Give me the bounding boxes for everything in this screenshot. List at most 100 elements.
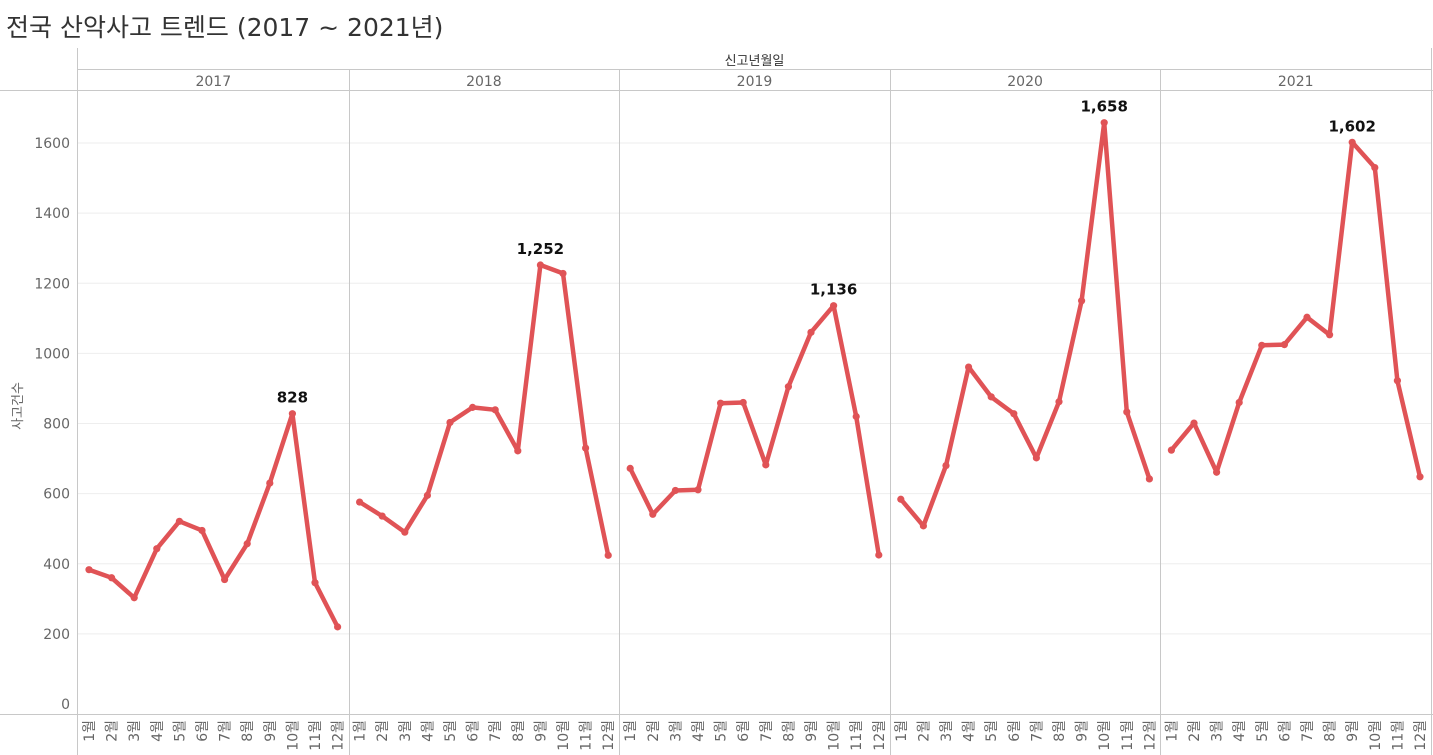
x-tick-label: 5월 <box>714 720 730 742</box>
data-point <box>243 540 251 548</box>
x-tick-label: 11월 <box>308 720 324 751</box>
data-point <box>582 444 590 452</box>
x-tick-label: 7월 <box>1029 720 1045 742</box>
x-tick-label: 10월 <box>285 720 301 751</box>
data-point <box>198 526 206 535</box>
data-point <box>919 522 928 530</box>
x-tick-label: 12월 <box>1413 720 1429 751</box>
x-tick-label: 6월 <box>736 720 752 742</box>
data-point <box>469 403 477 411</box>
data-point <box>694 486 702 494</box>
panel-year-label: 2017 <box>195 74 231 90</box>
x-tick-label: 7월 <box>218 720 234 742</box>
data-point <box>423 491 431 499</box>
data-point <box>1280 341 1288 349</box>
data-point <box>739 398 747 407</box>
series-line-2018 <box>357 262 611 558</box>
x-tick-label: 11월 <box>1120 720 1136 751</box>
data-point <box>965 363 973 371</box>
data-point <box>626 464 634 472</box>
data-point <box>1167 446 1175 454</box>
data-point <box>1032 454 1040 462</box>
data-point <box>1145 475 1153 483</box>
x-tick-label: 7월 <box>759 720 775 742</box>
data-point <box>401 528 409 536</box>
y-tick-label: 400 <box>43 557 70 573</box>
data-point <box>1190 419 1198 427</box>
x-tick-label: 9월 <box>263 720 279 742</box>
data-point <box>671 486 680 495</box>
data-point <box>491 406 499 414</box>
x-tick-label: 9월 <box>1345 720 1361 742</box>
x-tick-label: 12월 <box>601 720 617 751</box>
data-point <box>559 269 567 278</box>
peak-data-label: 1,658 <box>1080 98 1127 116</box>
y-tick-label: 800 <box>43 417 70 433</box>
x-tick-label: 4월 <box>420 720 436 742</box>
data-point <box>378 512 386 520</box>
data-point <box>85 566 93 574</box>
y-tick-label: 1000 <box>34 346 70 362</box>
x-tick-label: 6월 <box>1007 720 1023 742</box>
x-tick-label: 6월 <box>466 720 482 742</box>
data-point <box>311 579 319 587</box>
y-tick-label: 1400 <box>34 206 70 222</box>
x-tick-label: 1월 <box>1164 720 1180 742</box>
data-point <box>153 545 161 553</box>
x-tick-label: 8월 <box>240 720 256 742</box>
x-tick-label: 11월 <box>1390 720 1406 751</box>
x-tick-label: 2월 <box>1187 720 1203 742</box>
x-tick-label: 3월 <box>127 720 143 742</box>
x-tick-label: 4월 <box>150 720 166 742</box>
panel-year-label: 2018 <box>466 74 502 90</box>
data-point <box>1078 297 1086 305</box>
series-line-2019 <box>627 303 882 558</box>
data-point <box>1416 473 1424 481</box>
data-point <box>514 447 522 455</box>
x-tick-label: 3월 <box>1210 720 1226 742</box>
chart-title: 전국 산악사고 트렌드 (2017 ~ 2021년) <box>6 13 444 42</box>
x-tick-label: 6월 <box>1277 720 1293 742</box>
data-point <box>875 551 883 559</box>
panel-year-label: 2021 <box>1278 74 1314 90</box>
data-point <box>987 393 995 401</box>
data-point <box>334 623 342 631</box>
panel-year-label: 2019 <box>737 74 773 90</box>
x-tick-label: 5월 <box>984 720 1000 742</box>
data-point <box>1123 408 1131 416</box>
x-tick-label: 7월 <box>1300 720 1316 742</box>
data-point <box>830 302 838 310</box>
y-tick-label: 200 <box>43 627 70 643</box>
peak-data-label: 828 <box>277 389 308 407</box>
data-point <box>649 510 657 518</box>
data-point <box>1235 398 1243 407</box>
data-point <box>446 418 454 427</box>
peak-data-label: 1,252 <box>517 240 564 258</box>
x-tick-label: 4월 <box>962 720 978 742</box>
data-point <box>536 261 545 269</box>
x-tick-label: 5월 <box>1255 720 1271 742</box>
x-tick-label: 3월 <box>939 720 955 742</box>
x-tick-label: 8월 <box>781 720 797 742</box>
x-tick-label: 12월 <box>872 720 888 751</box>
x-tick-label: 4월 <box>1232 720 1248 742</box>
data-point <box>130 594 138 602</box>
data-point <box>807 328 815 336</box>
x-tick-label: 1월 <box>82 720 98 742</box>
x-tick-label: 8월 <box>1323 720 1339 742</box>
x-tick-label: 8월 <box>1052 720 1068 742</box>
x-tick-label: 5월 <box>172 720 188 742</box>
x-tick-label: 1월 <box>894 720 910 742</box>
x-tick-label: 10월 <box>556 720 572 751</box>
y-tick-label: 0 <box>61 697 70 713</box>
data-point <box>175 517 183 525</box>
data-point <box>717 399 725 407</box>
x-tick-label: 3월 <box>668 720 684 742</box>
data-point <box>942 461 950 470</box>
x-tick-label: 7월 <box>488 720 504 742</box>
data-point <box>266 479 274 487</box>
data-point <box>1348 138 1356 146</box>
peak-data-label: 1,602 <box>1328 117 1375 135</box>
data-point <box>288 410 296 418</box>
